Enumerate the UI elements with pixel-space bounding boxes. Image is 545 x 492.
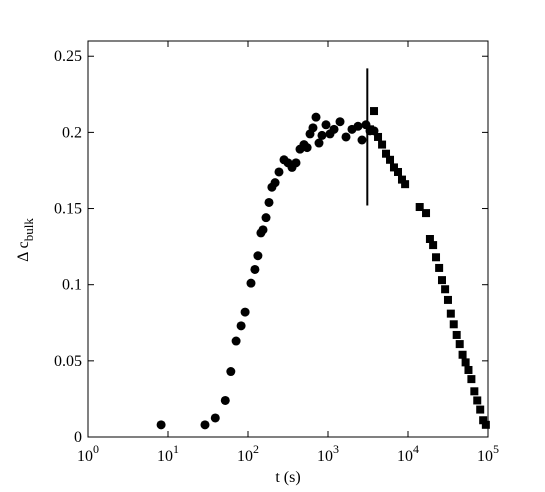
y-axis-label-sub: bulk	[21, 218, 36, 242]
point	[258, 225, 268, 235]
y-tick-label: 0	[74, 429, 82, 446]
y-tick-label: 0.05	[54, 353, 82, 370]
x-tick-exponent: 4	[413, 442, 419, 456]
point	[432, 253, 441, 262]
x-tick-label: 102	[237, 442, 259, 465]
point	[317, 130, 327, 140]
point	[226, 367, 236, 377]
x-tick-exponent: 3	[333, 442, 339, 456]
x-tick-label: 104	[397, 442, 419, 465]
x-tick-exponent: 0	[93, 442, 99, 456]
point	[246, 278, 256, 288]
x-tick-exponent: 1	[173, 442, 179, 456]
point	[236, 321, 246, 331]
point	[253, 251, 263, 261]
point	[370, 107, 379, 116]
point	[302, 143, 312, 153]
x-tick-base: 10	[477, 448, 493, 465]
point	[240, 307, 250, 317]
point	[443, 295, 452, 304]
point	[353, 121, 363, 131]
point	[394, 167, 403, 176]
x-axis-label: t (s)	[275, 469, 300, 486]
point	[335, 117, 345, 127]
point	[470, 387, 479, 396]
point	[382, 149, 391, 158]
point	[264, 197, 274, 207]
point	[311, 112, 321, 122]
point	[467, 375, 476, 384]
x-tick-label: 105	[477, 442, 499, 465]
point	[479, 416, 488, 425]
x-tick-exponent: 5	[493, 442, 499, 456]
point	[274, 167, 284, 177]
point	[308, 123, 318, 133]
point	[341, 132, 351, 142]
point	[437, 276, 446, 285]
x-tick-base: 10	[237, 448, 253, 465]
point	[329, 124, 339, 134]
point	[429, 241, 438, 250]
point	[415, 203, 424, 212]
point	[425, 235, 434, 243]
point	[200, 420, 210, 430]
point	[374, 132, 383, 141]
point	[291, 158, 301, 168]
point	[314, 138, 324, 148]
point	[357, 135, 367, 145]
point	[366, 125, 375, 134]
point	[210, 413, 220, 423]
point	[481, 420, 490, 429]
point	[455, 340, 464, 349]
x-tick-label: 101	[157, 442, 179, 465]
point	[389, 163, 398, 172]
point	[449, 320, 458, 329]
plot-frame	[87, 40, 489, 438]
point	[435, 263, 444, 272]
point	[378, 140, 387, 149]
point	[270, 178, 280, 188]
point	[386, 155, 395, 164]
y-tick-label: 0.15	[54, 201, 82, 218]
point	[261, 213, 271, 223]
point	[250, 264, 260, 274]
point	[441, 285, 450, 294]
point	[321, 120, 331, 130]
point	[458, 350, 467, 359]
point	[220, 395, 230, 405]
x-tick-label: 100	[77, 442, 99, 465]
point	[476, 405, 485, 414]
y-tick-label: 0.1	[62, 277, 82, 294]
point	[422, 209, 431, 218]
point	[452, 330, 461, 339]
x-tick-base: 10	[157, 448, 173, 465]
y-axis-label-main: Δ c	[15, 241, 32, 262]
point	[446, 309, 455, 318]
point	[464, 365, 473, 374]
point	[397, 175, 406, 184]
y-tick-label: 0.25	[54, 48, 82, 65]
x-tick-label: 103	[317, 442, 339, 465]
point	[401, 180, 410, 189]
point	[461, 358, 470, 367]
x-tick-base: 10	[397, 448, 413, 465]
y-tick-label: 0.2	[62, 124, 82, 141]
x-tick-base: 10	[77, 448, 93, 465]
point	[231, 336, 241, 346]
x-tick-base: 10	[317, 448, 333, 465]
point	[473, 396, 482, 405]
x-tick-exponent: 2	[253, 442, 259, 456]
y-axis-label: Δ cbulk	[15, 218, 36, 262]
point	[156, 420, 166, 430]
